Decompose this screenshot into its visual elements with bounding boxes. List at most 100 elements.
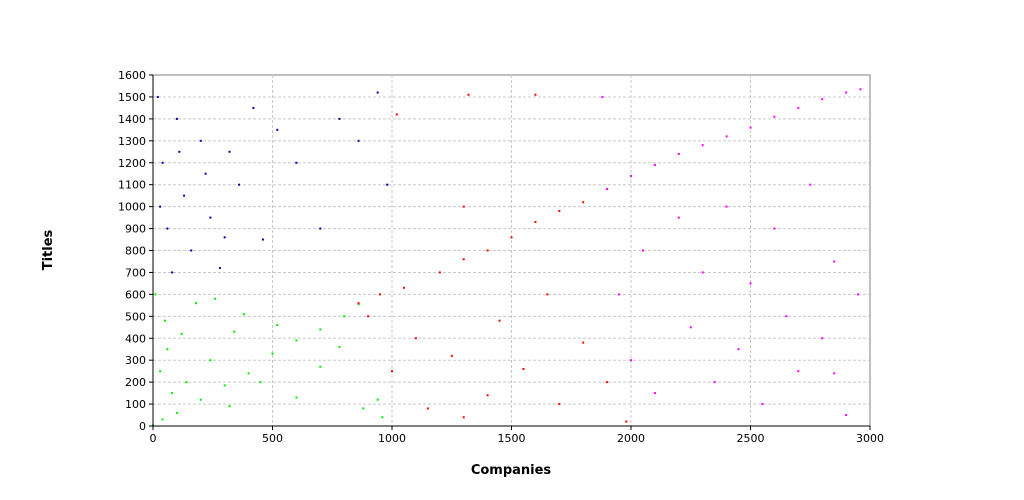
data-point (259, 381, 262, 384)
x-tick-label: 1500 (498, 432, 526, 445)
data-point (214, 297, 217, 300)
data-point (510, 236, 513, 239)
data-point (462, 205, 465, 208)
x-tick-label: 3000 (856, 432, 884, 445)
data-point (166, 348, 169, 351)
data-point (190, 249, 193, 252)
data-point (582, 341, 585, 344)
data-point (414, 337, 417, 340)
ticks-layer: 0 500 1000 1500 2000 2500 3000 0 100 200 300 400 500… (118, 69, 884, 445)
data-point (161, 418, 164, 421)
data-point (749, 282, 752, 285)
data-point (833, 372, 836, 375)
data-point (785, 315, 788, 318)
data-point (154, 293, 157, 296)
data-point (725, 205, 728, 208)
data-point (558, 210, 561, 213)
data-point (653, 392, 656, 395)
y-tick-label: 0 (139, 420, 146, 433)
data-point (343, 315, 346, 318)
y-tick-label: 1000 (118, 201, 146, 214)
data-point (833, 260, 836, 263)
data-point (233, 330, 236, 333)
data-point (653, 163, 656, 166)
data-point (462, 258, 465, 261)
data-point (252, 106, 255, 109)
data-point (809, 183, 812, 186)
data-point (701, 144, 704, 147)
data-point (367, 315, 370, 318)
data-point (749, 126, 752, 129)
data-point (625, 420, 628, 423)
data-point (319, 227, 322, 230)
data-point (467, 93, 470, 96)
data-point (395, 113, 398, 116)
y-tick-label: 1200 (118, 157, 146, 170)
data-point (601, 95, 604, 98)
data-point (606, 381, 609, 384)
data-point (859, 88, 862, 91)
y-tick-label: 700 (125, 266, 146, 279)
data-point (677, 152, 680, 155)
data-point (175, 117, 178, 120)
data-point (462, 416, 465, 419)
data-point (362, 407, 365, 410)
data-point (630, 174, 632, 177)
data-point (242, 313, 245, 316)
data-point (171, 271, 174, 274)
data-point (821, 98, 824, 101)
y-tick-label: 300 (125, 354, 146, 367)
data-point (171, 392, 174, 395)
data-point (737, 348, 740, 351)
data-point (381, 416, 384, 419)
data-point (857, 293, 860, 296)
data-point (228, 150, 231, 153)
data-point (159, 370, 162, 373)
data-point (185, 381, 188, 384)
data-point (261, 238, 264, 241)
data-point (271, 352, 274, 355)
y-tick-label: 1500 (118, 91, 146, 104)
data-point (845, 414, 848, 417)
data-point (606, 188, 609, 191)
data-point (319, 365, 322, 368)
data-point (199, 398, 202, 401)
y-tick-label: 800 (125, 245, 146, 258)
x-tick-label: 2500 (737, 432, 765, 445)
data-point (376, 91, 379, 94)
data-point (677, 216, 680, 219)
data-point (163, 319, 166, 322)
data-point (376, 398, 379, 401)
data-point (797, 370, 800, 373)
data-point (276, 128, 279, 131)
y-tick-label: 900 (125, 223, 146, 236)
data-point (276, 324, 279, 327)
data-point (713, 381, 716, 384)
data-point (156, 95, 159, 98)
data-point (701, 271, 704, 274)
data-point (821, 337, 824, 340)
x-tick-label: 0 (150, 432, 157, 445)
y-tick-label: 1300 (118, 135, 146, 148)
data-point (199, 139, 202, 142)
data-point (486, 249, 489, 252)
data-point (204, 172, 207, 175)
y-tick-label: 1100 (118, 179, 146, 192)
data-point (641, 249, 644, 252)
y-tick-label: 600 (125, 288, 146, 301)
y-tick-label: 400 (125, 332, 146, 345)
data-point (338, 117, 341, 120)
data-point (223, 384, 226, 387)
data-point (209, 359, 212, 362)
x-tick-label: 2000 (617, 432, 645, 445)
y-tick-label: 500 (125, 310, 146, 323)
data-point (534, 93, 537, 96)
data-point (582, 201, 585, 204)
data-point (209, 216, 212, 219)
y-axis-title: Titles (41, 229, 56, 270)
data-point (618, 293, 621, 296)
data-point (534, 220, 537, 223)
data-point (238, 183, 241, 186)
data-point (218, 267, 221, 270)
